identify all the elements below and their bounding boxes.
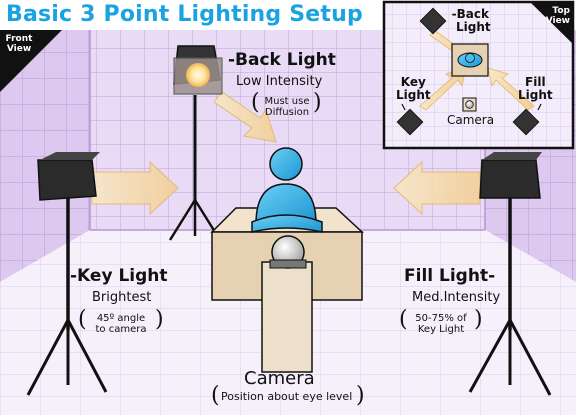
top-view-inset (382, 0, 575, 150)
key-light-arrow (91, 160, 179, 216)
fill-light-stand (468, 152, 552, 396)
fill-light-desc: Med.Intensity (412, 290, 501, 305)
front-view-badge-text: Front View (5, 34, 33, 54)
front-view-badge (0, 30, 62, 92)
top-back-light-label: -Back Light (451, 7, 491, 34)
fill-light-label: Fill Light- (404, 266, 496, 286)
fill-light-arrow (393, 160, 481, 216)
back-light-arrow (213, 91, 277, 143)
key-light-note: 45º angle to camera (95, 313, 147, 335)
fill-light-note: 50-75% of Key Light (415, 313, 467, 335)
camera (261, 235, 313, 373)
back-light-note: Must use Diffusion (264, 96, 310, 118)
camera-note: Position about eye level (221, 390, 353, 403)
top-key-light-icon (396, 108, 424, 136)
key-light-label: -Key Light (70, 266, 168, 286)
page-title: Basic 3 Point Lighting Setup (6, 2, 363, 27)
camera-label: Camera (244, 368, 315, 389)
back-light-stand (168, 45, 223, 241)
top-back-light-icon (419, 7, 447, 35)
top-fill-light-icon (512, 108, 540, 136)
back-light-desc: Low Intensity (236, 74, 323, 89)
back-light-label: -Back Light (228, 50, 336, 70)
top-view-badge (530, 2, 573, 44)
subject-person (251, 147, 323, 233)
top-view-badge-text: Top View (545, 6, 570, 26)
key-light-desc: Brightest (92, 290, 152, 305)
top-key-light-label: Key Light (396, 75, 431, 102)
key-light-stand (26, 152, 108, 396)
top-camera-label: Camera (447, 113, 495, 127)
top-fill-light-label: Fill Light (518, 75, 553, 102)
